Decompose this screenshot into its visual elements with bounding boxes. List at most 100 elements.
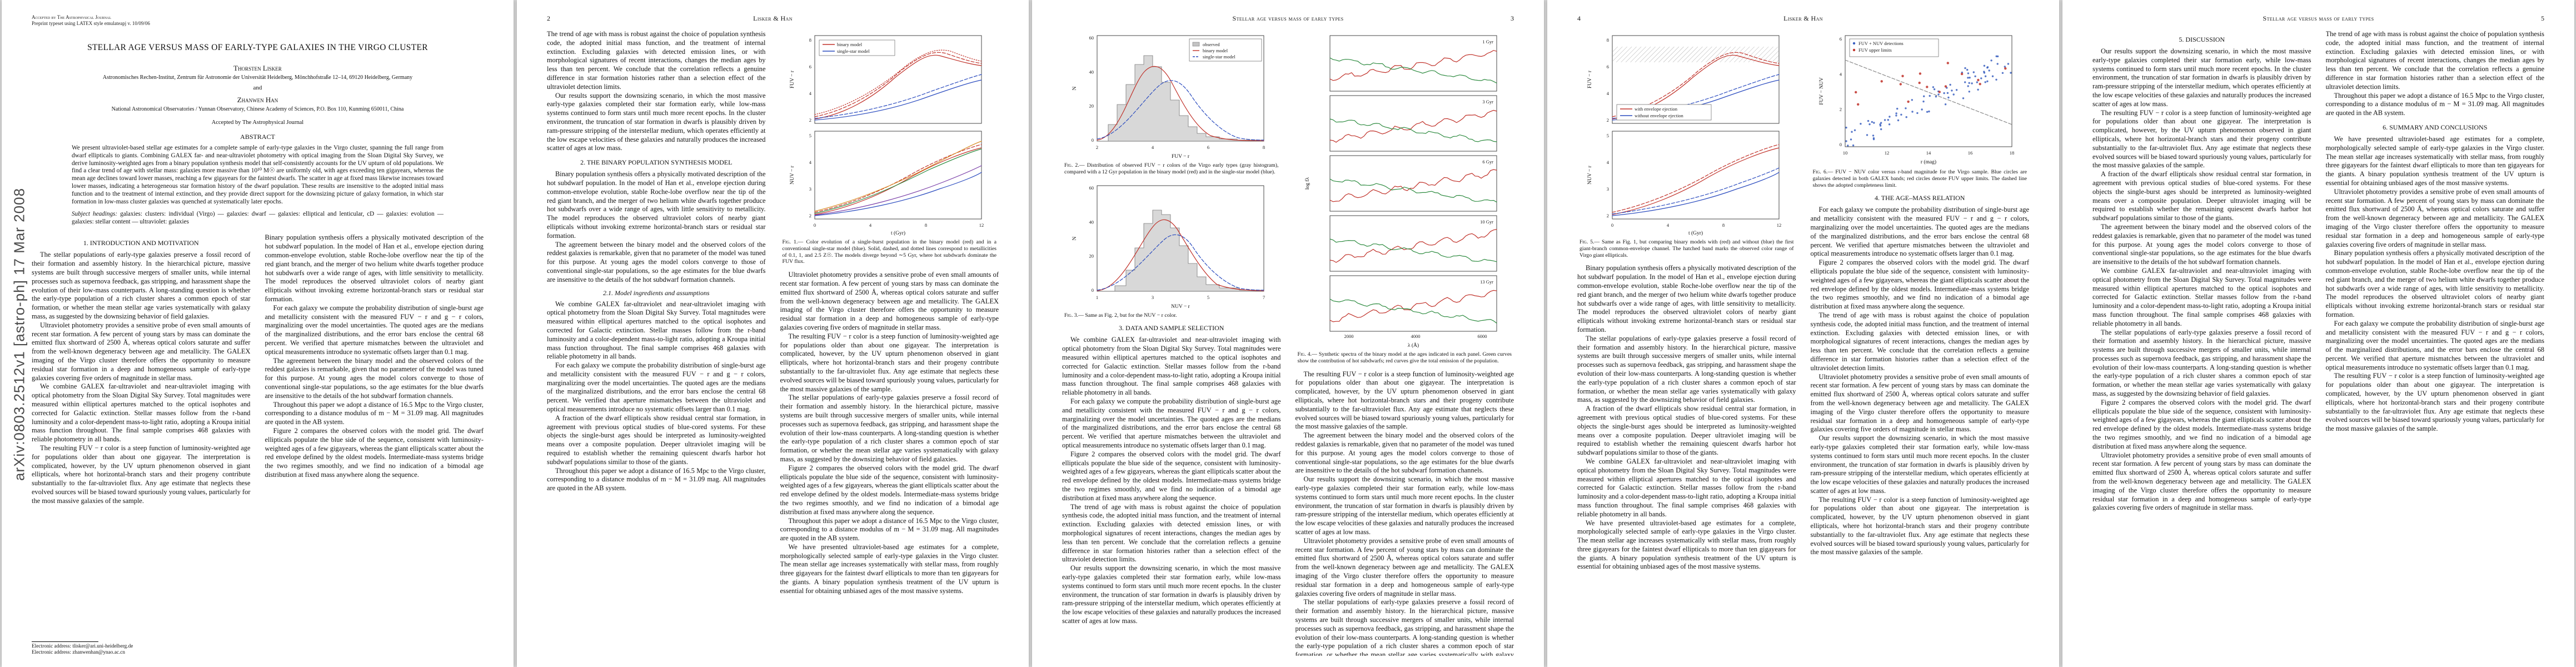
subject-body: galaxies: clusters: individual (Virgo) —… [72,211,444,225]
body-paragraph: Throughout this paper we adopt a distanc… [547,466,766,492]
body-paragraph: The stellar populations of early-type ga… [1295,598,1514,656]
svg-text:3: 3 [1152,295,1154,300]
figure-caption: Fig. 6.— FUV − NUV color versus r-band m… [1813,169,2027,188]
legend-label-binary: binary model [1203,48,1228,53]
figure-6-plot: FUV + NUV detections FUV upper limits 0 2… [1819,35,2015,165]
svg-text:2: 2 [1096,145,1098,150]
paper-title: STELLAR AGE VERSUS MASS OF EARLY-TYPE GA… [87,43,428,52]
svg-text:5: 5 [1607,133,1609,138]
x-axis-label: t (Gyr) [891,230,905,236]
body-paragraph: We combine GALEX far-ultraviolet and nea… [2092,266,2311,327]
body-paragraph: A fraction of the dwarf ellipticals show… [2092,170,2311,222]
svg-text:4: 4 [869,222,872,228]
figure-3-plot: 0 20 40 60 N 1 3 5 7 NUV − r [1072,185,1265,310]
body-paragraph: We combine GALEX far-ultraviolet and nea… [1577,457,1796,518]
figure-caption: Fig. 3.— Same as Fig. 2, but for the NUV… [1064,312,1279,319]
x-axis-label: r (mag) [1921,159,1936,165]
fig1-panel-top: binary model single-star model 2 4 6 8 FUV … [790,35,982,124]
figure-3: 0 20 40 60 N 1 3 5 7 NUV − r Fig. 3.— Same as … [1062,181,1281,319]
svg-text:0: 0 [1611,222,1613,228]
body-paragraph: We have presented ultraviolet-based age … [2325,135,2545,187]
page-3: Stellar age versus mass of early types 3… [1032,0,1544,667]
body-paragraph: The agreement between the binary model a… [547,240,766,283]
figure-5: with envelope ejection without envelope … [1577,31,1796,258]
caption-text: Same as Fig. 2, but for the NUV − r colo… [1085,312,1177,318]
subject-lead: Subject headings: [72,211,118,218]
svg-text:60: 60 [1089,185,1094,191]
caption-lead: Fig. 1.— [782,239,804,245]
fig2-legend [1189,38,1262,62]
figure-6: FUV + NUV detections FUV upper limits 0 2… [1811,31,2030,188]
svg-text:6: 6 [1840,36,1842,42]
abstract-heading: ABSTRACT [240,133,275,141]
caption-text: Color evolution of a single-burst popula… [782,239,997,265]
column-left: 1. INTRODUCTION AND MOTIVATION The stell… [32,233,251,656]
page-number: 3 [1511,14,1514,22]
svg-text:4: 4 [1667,222,1670,228]
body-paragraph: The stellar populations of early-type ga… [32,251,251,320]
svg-text:12: 12 [979,222,984,228]
and-word: and [253,84,262,91]
body-paragraph: Figure 2 compares the observed colors wi… [780,464,999,516]
svg-text:4: 4 [1840,71,1842,77]
affiliation-1: Astronomisches Rechen-Institut, Zentrum … [102,74,413,81]
binary-model-curve [1097,66,1264,141]
y-axis-label: log fλ [1304,177,1311,190]
svg-text:0: 0 [1840,142,1842,147]
section-heading: 2. THE BINARY POPULATION SYNTHESIS MODEL [580,158,733,167]
column-right: FUV + NUV detections FUV upper limits 0 2… [1810,30,2030,656]
body-paragraph: A fraction of the dwarf ellipticals show… [1577,405,1796,457]
fig2-xticks: 2 4 6 8 [1096,145,1265,150]
body-paragraph: The stellar populations of early-type ga… [1577,334,1796,404]
svg-text:4: 4 [809,91,812,96]
running-title: Lisker & Han [753,14,793,22]
figure-1: binary model single-star model 2 4 6 8 FUV … [780,31,999,265]
svg-text:4000: 4000 [1411,334,1421,339]
svg-text:18: 18 [2010,150,2015,156]
accepted-note: Accepted by The Astrophysical Journal [32,14,112,20]
body-paragraph: Our results support the downsizing scena… [2092,47,2311,108]
svg-text:8: 8 [1607,37,1609,43]
body-paragraph: The resulting FUV − r color is a steep f… [1295,370,1514,431]
caption-text: Synthetic spectra of the binary model at… [1297,351,1512,364]
running-head: 2 Lisker & Han [547,14,999,23]
legend-label-single: single-star model [1203,54,1235,59]
y-axis-label: NUV − r [790,165,795,185]
column-left: 5. DISCUSSION Our results support the do… [2092,30,2311,656]
legend-label-limits: FUV upper limits [1858,47,1892,53]
body-paragraph: The trend of age with mass is robust aga… [1062,502,1281,564]
svg-text:6: 6 [809,64,811,69]
body-paragraph: The resulting FUV − r color is a steep f… [2092,108,2311,170]
svg-text:6000: 6000 [1478,334,1487,339]
footnote-email-2: Electronic address: zhanwenhan@ynao.ac.c… [32,650,126,655]
fig5-yticks-bottom: 2 3 4 5 [1607,133,1610,218]
svg-text:40: 40 [1089,69,1094,74]
y-axis-label: N [1072,86,1078,90]
x-axis-label: t (Gyr) [1688,230,1703,236]
svg-text:12: 12 [1885,150,1890,156]
fig5-panel-bottom: 2 3 4 5 NUV − r [1587,131,1780,220]
svg-text:20: 20 [1089,253,1094,258]
svg-text:4: 4 [809,160,812,165]
svg-text:2: 2 [1607,213,1609,218]
affiliation-2: National Astronomical Observatories / Yu… [111,106,404,112]
svg-text:2: 2 [1840,107,1842,112]
observed-histogram [1097,55,1264,142]
body-paragraph: Ultraviolet photometry provides a sensit… [2325,187,2545,248]
author-1: Thorsten Lisker [233,64,282,72]
running-head: 4 Lisker & Han [1577,14,2029,23]
fig2-yticks: 0 20 40 60 [1089,35,1094,143]
figure-1-plot: binary model single-star model 2 4 6 8 FUV … [790,35,984,236]
svg-text:14: 14 [1926,150,1931,156]
caption-text: Distribution of observed FUV − r colors … [1064,162,1279,175]
caption-lead: Fig. 5.— [1580,239,1600,245]
body-paragraph: Our results support the downsizing scena… [1810,434,2030,495]
figure-4: 1 Gyr 3 Gyr 6 Gyr [1296,31,1514,365]
svg-text:20: 20 [1089,103,1094,109]
fig4-xticks: 2000 4000 6000 [1344,334,1487,339]
author-2: Zhanwen Han [237,96,278,104]
footnote-rule [32,641,98,642]
section-heading: 3. DATA AND SAMPLE SELECTION [1119,324,1224,332]
footnote-email-1: Electronic address: tlisker@ari.uni-heid… [32,644,133,649]
